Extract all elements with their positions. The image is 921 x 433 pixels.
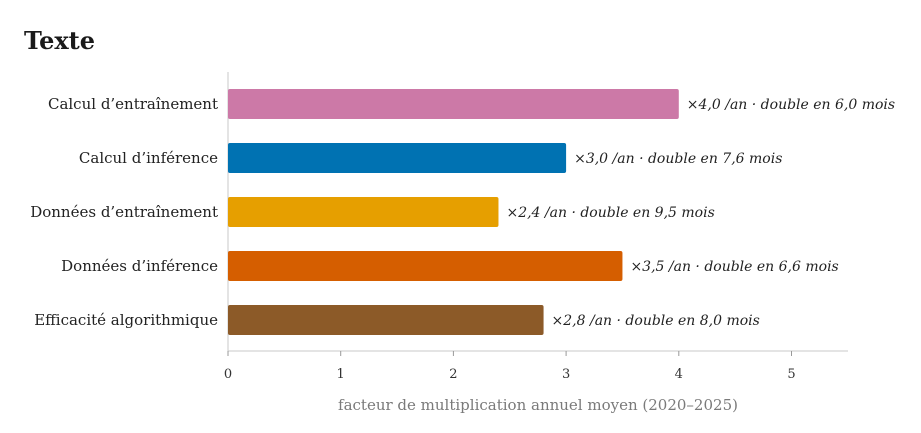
x-tick-label: 2 [449,367,457,382]
data-label: ×2,8 /an · double en 8,0 mois [552,313,760,329]
category-label: Données d’inférence [61,257,218,275]
x-tick-label: 0 [224,367,232,382]
plot-area: 0 1 2 3 4 5 facteur de multiplication annuel m… [30,72,895,414]
category-label: Efficacité algorithmique [34,311,218,329]
bar [228,89,679,119]
data-label: ×3,0 /an · double en 7,6 mois [574,151,782,167]
category-label: Calcul d’inférence [79,149,218,167]
x-tick-label: 1 [337,367,345,382]
data-label: ×2,4 /an · double en 9,5 mois [506,205,714,221]
bar [228,305,544,335]
category-label: Calcul d’entraînement [48,95,218,113]
bar [228,251,623,281]
x-tick-label: 5 [787,367,795,382]
x-axis-title: facteur de multiplication annuel moyen (… [338,396,738,414]
chart-title: Texte [24,26,96,55]
data-label: ×4,0 /an · double en 6,0 mois [687,97,895,113]
x-tick-label: 3 [562,367,570,382]
category-label: Données d’entraînement [30,203,218,221]
x-tick-label: 4 [675,367,683,382]
bar [228,197,499,227]
bar [228,143,567,173]
data-label: ×3,5 /an · double en 6,6 mois [630,259,838,275]
